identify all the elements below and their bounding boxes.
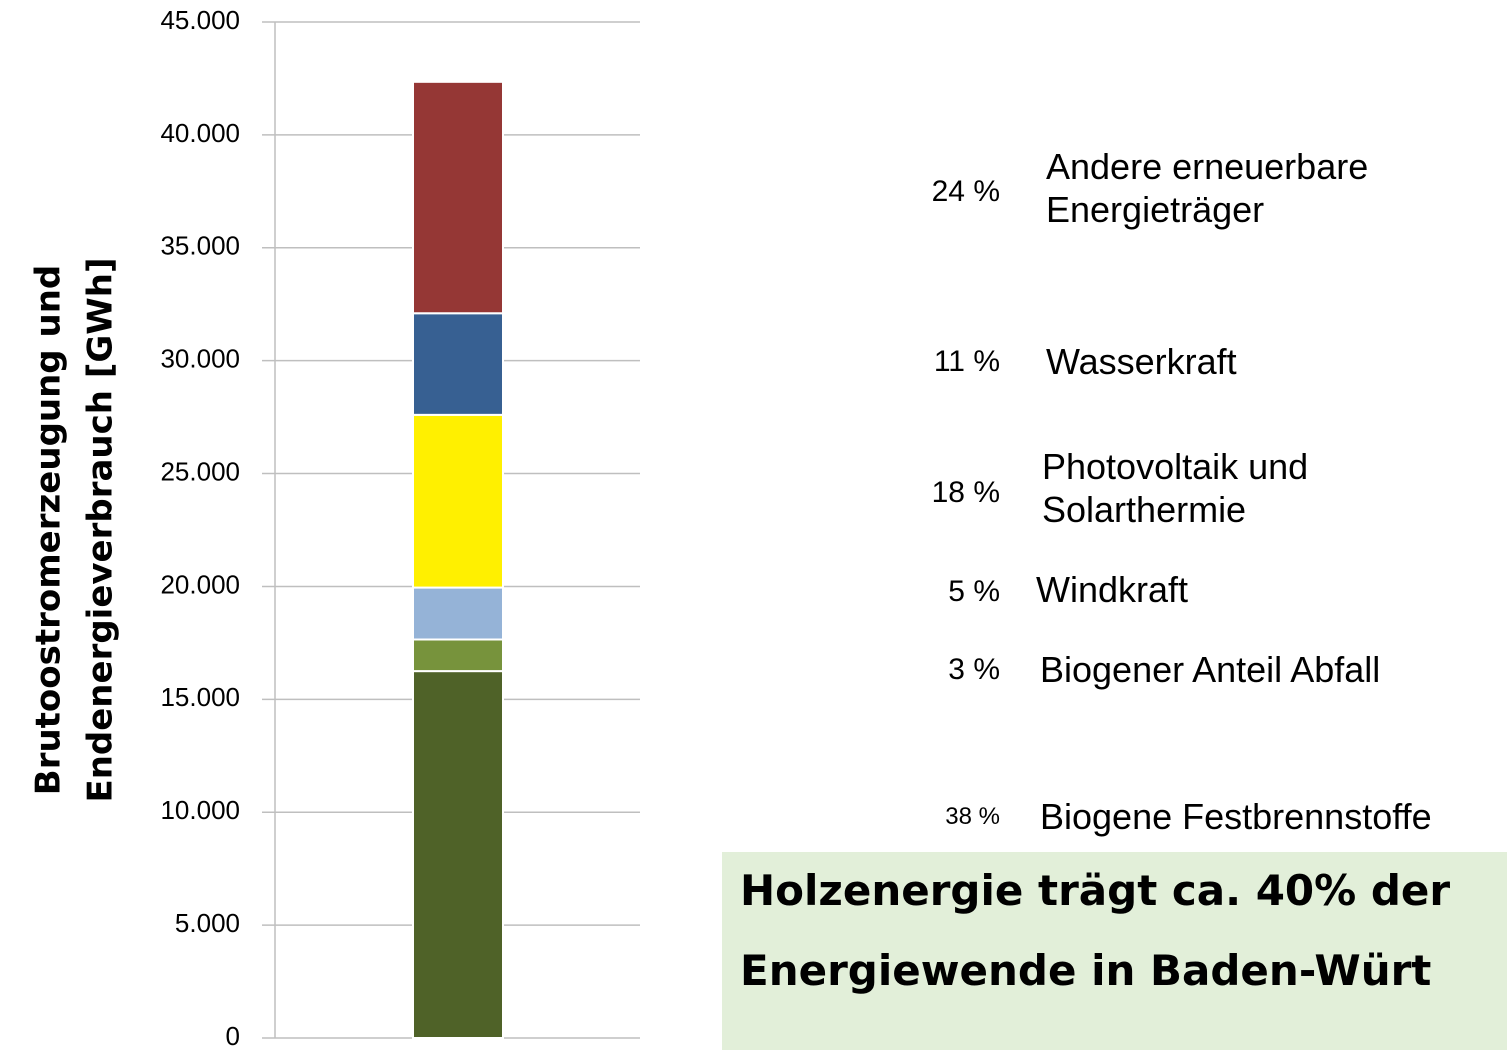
legend-label: Biogener Anteil Abfall: [1040, 649, 1381, 690]
bar-segment: [412, 670, 504, 1039]
legend-label: Photovoltaik und Solarthermie: [1042, 446, 1309, 531]
legend-value-label: 18 %: [931, 476, 1000, 509]
legend-value-label: 24 %: [931, 175, 1000, 208]
legend-value-label: 38 %: [945, 802, 1000, 830]
y-tick-label: 35.000: [160, 231, 240, 261]
y-tick-label: 45.000: [160, 5, 240, 35]
legend-value-label: 11 %: [933, 345, 1000, 378]
y-tick-label: 30.000: [160, 344, 240, 374]
bar-segment: [412, 312, 504, 416]
annotation: Holzenergie trägt ca. 40% der: [740, 866, 1451, 915]
y-tick-label: 25.000: [160, 456, 240, 486]
legend-value-label: 3 %: [948, 653, 1000, 686]
y-tick-label: 0: [226, 1021, 240, 1050]
legend-label: Windkraft: [1036, 569, 1189, 610]
annotation: Energiewende in Baden-Würt: [740, 946, 1432, 995]
y-axis-label: Endenergieverbrauch [GWh]: [81, 257, 121, 802]
bar-segment: [412, 586, 504, 641]
chart: Brutoostromerzeugung und Endenergieverbr…: [29, 5, 640, 1050]
bar-segment: [412, 413, 504, 589]
bar-segment: [412, 80, 504, 315]
bar-segment: [412, 638, 504, 673]
y-tick-label: 10.000: [160, 795, 240, 825]
y-axis-label: Brutoostromerzeugung und: [29, 265, 69, 795]
annotation-box: Holzenergie trägt ca. 40% der Energiewen…: [722, 852, 1507, 1050]
legend-label: Wasserkraft: [1046, 341, 1237, 382]
legend-label: Andere erneuerbare Energieträger: [1046, 146, 1369, 231]
y-tick-label: 15.000: [160, 682, 240, 712]
y-tick-label: 5.000: [175, 908, 240, 938]
legend-value-label: 5 %: [948, 575, 1000, 608]
y-tick-label: 20.000: [160, 569, 240, 599]
legend-label: Biogene Festbrennstoffe: [1040, 796, 1432, 837]
y-tick-label: 40.000: [160, 118, 240, 148]
